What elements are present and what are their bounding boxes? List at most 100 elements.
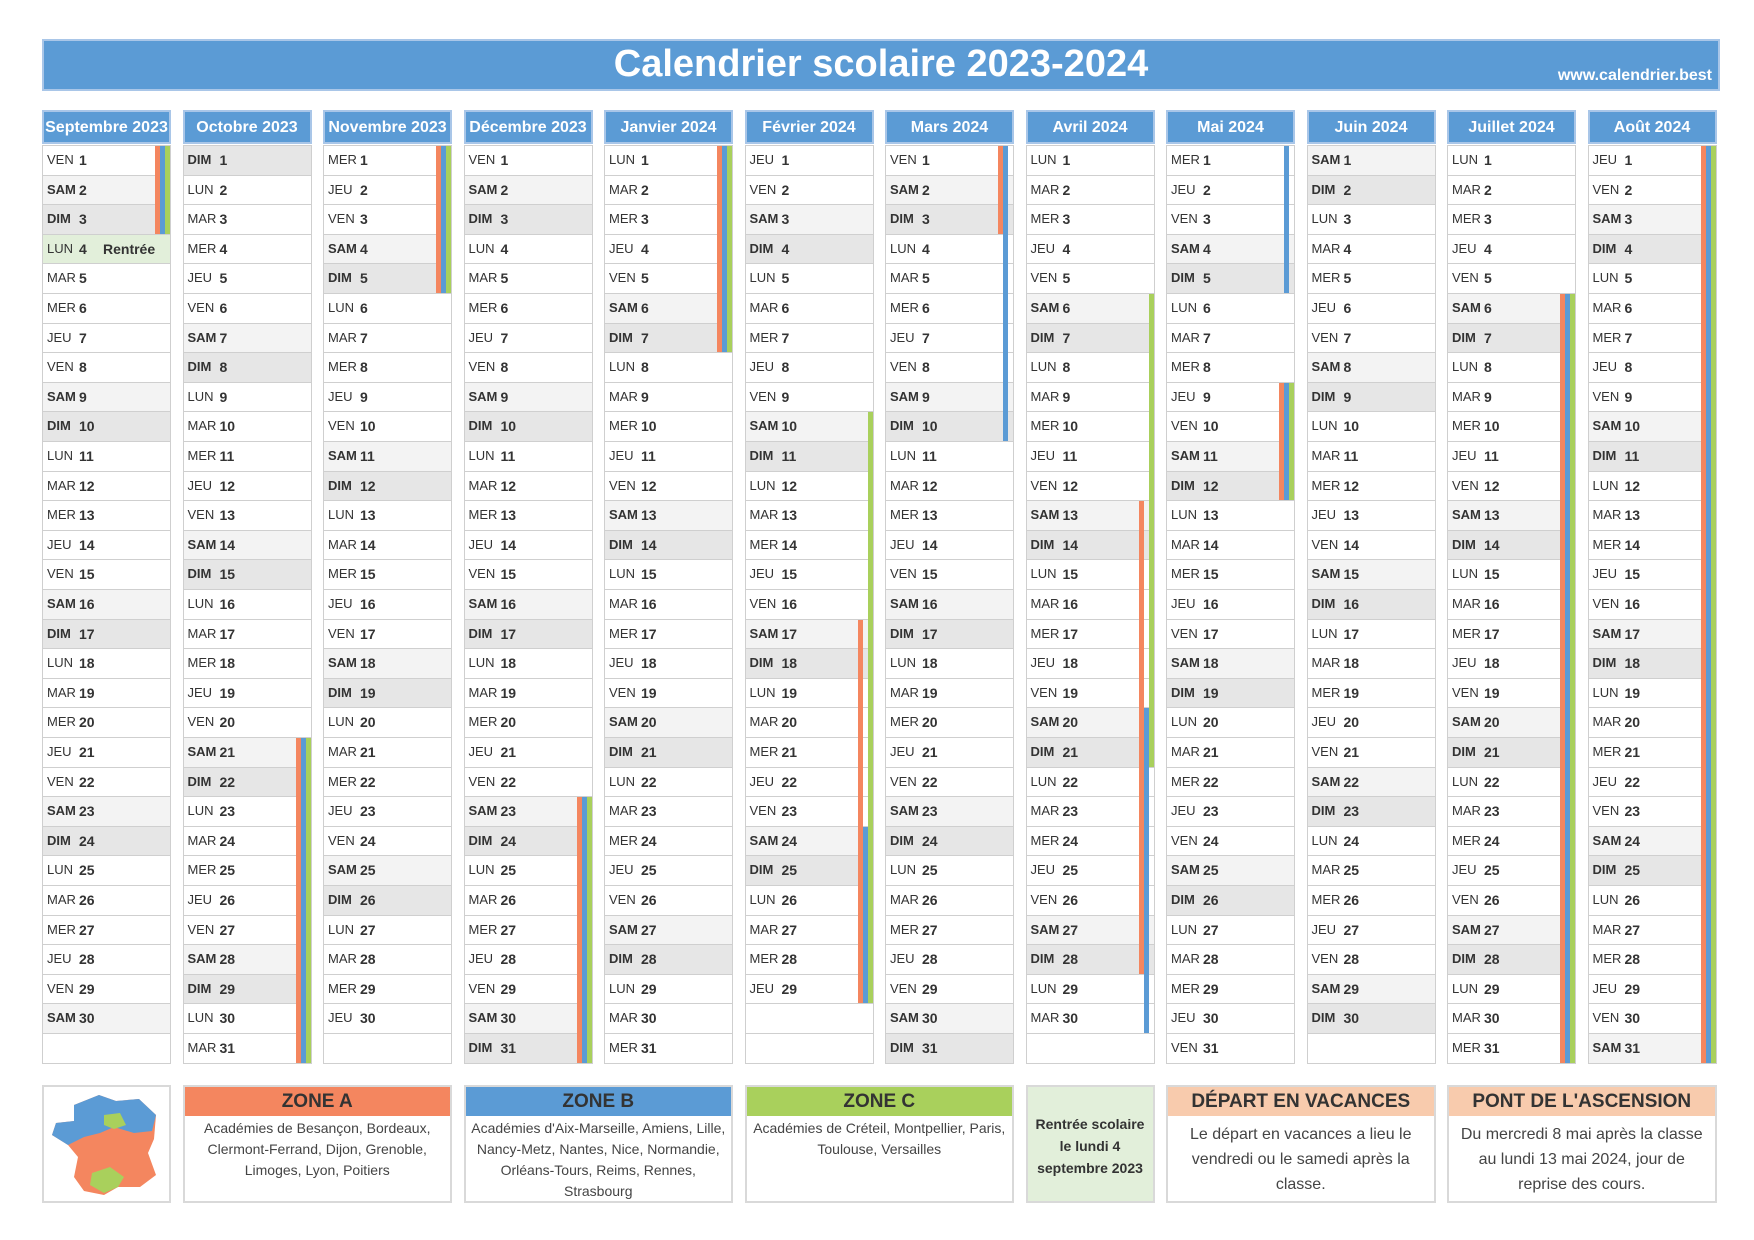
weekday: JEU (47, 951, 72, 967)
day-cell: LUN 22 (1025, 766, 1155, 798)
weekday: DIM (47, 211, 71, 227)
weekday: DIM (1311, 803, 1336, 819)
day-number: 16 (1203, 596, 1219, 612)
day-number: 14 (500, 536, 517, 553)
day-number: 20 (1484, 714, 1500, 731)
day-number: 13 (1484, 507, 1500, 524)
day-cell: JEU 25 (1447, 855, 1576, 886)
weekday: VEN (47, 359, 74, 375)
day-number: 17 (360, 625, 376, 642)
day-number: 5 (781, 270, 790, 287)
weekday: VEN (47, 773, 74, 789)
day-cell: SAM 23 (885, 796, 1014, 827)
weekday: JEU (1030, 240, 1056, 256)
weekday: JEU (328, 596, 353, 611)
weekday: SAM (187, 951, 217, 967)
day-number: 7 (500, 329, 509, 346)
day-number: 27 (1343, 921, 1360, 938)
day-number: 25 (641, 862, 657, 879)
weekday: LUN (749, 892, 776, 907)
weekday: MER (1452, 211, 1481, 227)
day-cell: LUN 2 (182, 174, 312, 206)
day-cell: LUN 29 (1025, 973, 1155, 1005)
day-number: 9 (360, 388, 368, 405)
day-number: 11 (360, 448, 375, 464)
day-number: 18 (1484, 655, 1500, 672)
day-number: 4 (219, 240, 228, 257)
day-cell: DIM 11 (1587, 441, 1717, 472)
vacation-bar (1279, 382, 1284, 501)
weekday: MER (1030, 832, 1060, 848)
weekday: MER (187, 862, 217, 878)
day-cell: MER 13 (42, 500, 171, 531)
weekday: DIM (47, 832, 71, 848)
weekday: VEN (1311, 744, 1339, 759)
day-cell: VEN 2 (1587, 174, 1717, 206)
day-number: 18 (360, 655, 376, 672)
day-cell: DIM 2 (1306, 174, 1436, 206)
day-number: 23 (219, 803, 236, 820)
weekday: MAR (1311, 862, 1341, 878)
weekday: DIM (749, 655, 774, 671)
day-cell: LUN 4 (885, 233, 1014, 265)
weekday: MER (1452, 832, 1481, 848)
day-cell: SAM 23 (42, 796, 171, 827)
day-cell: VEN 29 (463, 973, 593, 1005)
day-cell: SAM 20 (604, 707, 733, 738)
day-number: 13 (1624, 507, 1641, 524)
weekday: VEN (468, 359, 496, 375)
day-cell: DIM 22 (182, 766, 312, 798)
weekday: JEU (468, 329, 494, 345)
day-cell: JEU 1 (1587, 145, 1717, 176)
weekday: VEN (609, 477, 636, 493)
day-number: 17 (500, 625, 517, 642)
weekday: MER (749, 744, 779, 759)
vacation-bar (1143, 708, 1149, 1033)
weekday: LUN (1311, 625, 1338, 641)
day-number: 14 (79, 536, 95, 553)
weekday: LUN (1452, 773, 1479, 789)
day-number: 24 (219, 832, 236, 849)
day-number: 26 (1624, 892, 1641, 908)
weekday: LUN (187, 1010, 214, 1026)
weekday: DIM (1592, 862, 1617, 878)
day-cell: SAM 24 (744, 825, 874, 857)
weekday: SAM (1592, 211, 1622, 227)
day-cell: JEU 13 (1306, 500, 1436, 531)
day-number: 7 (641, 329, 649, 346)
day-cell: MER 10 (1025, 411, 1155, 442)
day-number: 6 (500, 300, 509, 316)
day-cell: MER 24 (1025, 825, 1155, 857)
weekday: VEN (1171, 418, 1198, 434)
day-number: 18 (1203, 655, 1219, 672)
day-cell: VEN 22 (885, 766, 1014, 798)
weekday: MAR (609, 181, 638, 197)
day-cell: LUN 8 (1447, 352, 1576, 383)
day-number: 15 (1062, 566, 1079, 583)
weekday: MER (1030, 418, 1060, 434)
weekday: LUN (890, 862, 917, 878)
day-number: 12 (1484, 477, 1500, 494)
weekday: MER (328, 980, 357, 996)
weekday: JEU (1592, 980, 1618, 996)
weekday: SAM (609, 921, 638, 937)
title: Calendrier scolaire 2023-2024 (613, 43, 1149, 85)
weekday: MAR (749, 300, 779, 315)
weekday: SAM (468, 388, 498, 404)
weekday: MAR (1030, 181, 1060, 197)
day-cell: JEU 16 (1166, 589, 1295, 620)
day-number: 15 (922, 566, 938, 583)
day-number: 10 (1624, 418, 1641, 435)
weekday: JEU (609, 862, 634, 878)
day-number: 2 (219, 181, 228, 198)
day-number: 3 (79, 211, 87, 228)
day-cell: MER 29 (1166, 973, 1295, 1005)
weekday: VEN (328, 211, 355, 227)
day-cell: VEN 7 (1306, 322, 1436, 354)
vacation-bar (300, 738, 306, 1063)
zone-title: ZONE B (465, 1087, 731, 1116)
weekday: SAM (749, 832, 779, 848)
day-cell: SAM 30 (463, 1003, 593, 1034)
day-cell: JEU 4 (604, 233, 733, 265)
weekday: SAM (328, 655, 357, 671)
